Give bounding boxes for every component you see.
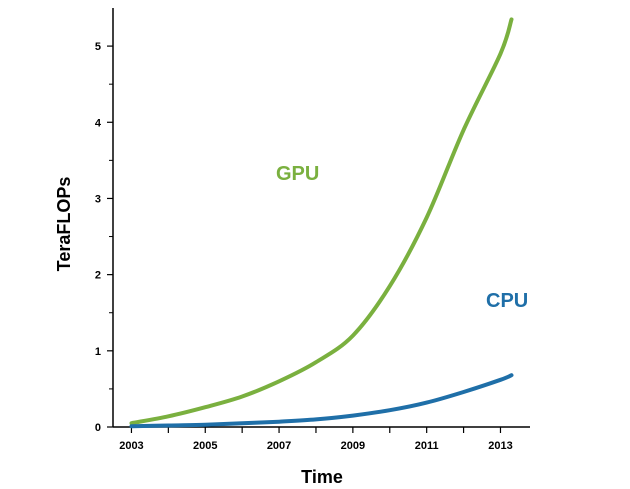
labels: TeraFLOPs Time GPU CPU [54,163,528,487]
x-tick-label: 2005 [193,440,217,452]
y-tick-label: 3 [95,193,101,205]
x-tick-label: 2013 [488,440,512,452]
x-tick-label: 2011 [415,440,439,452]
axes: 0 1 2 3 4 5 2003 2005 2007 2009 2011 2013 [95,8,530,452]
y-axis-title: TeraFLOPs [54,177,74,272]
x-axis-title: Time [301,467,343,487]
series-layer [129,17,514,429]
x-tick-label: 2009 [341,440,365,452]
series-line-gpu [129,17,514,426]
x-tick-label: 2007 [267,440,291,452]
y-tick-label: 0 [95,422,101,434]
x-tick-label: 2003 [119,440,143,452]
series-line-cpu [129,373,514,429]
series-label-cpu: CPU [486,290,528,312]
y-tick-label: 1 [95,346,101,358]
y-tick-label: 5 [95,41,101,53]
series-label-gpu: GPU [276,163,319,185]
y-tick-label: 2 [95,270,101,282]
y-tick-label: 4 [95,117,102,129]
